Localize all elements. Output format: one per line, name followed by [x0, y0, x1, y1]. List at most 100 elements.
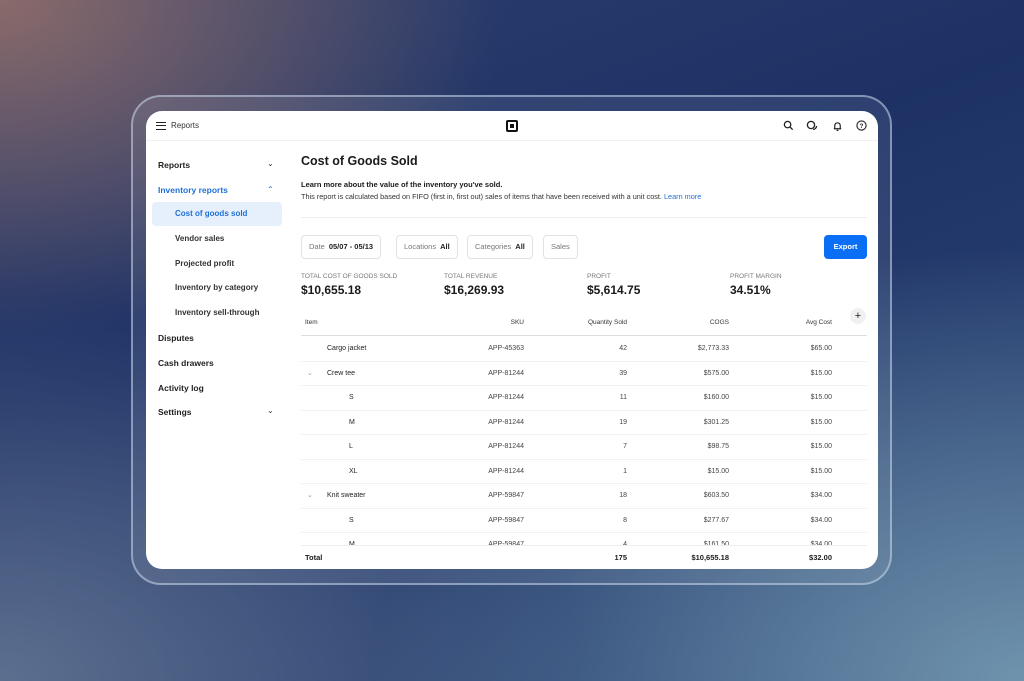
app-window: Reports ? Reports ⌄ Inventory reports ⌃ …: [146, 111, 878, 569]
cell-sku: APP-59847: [488, 492, 524, 499]
stat-value: $10,655.18: [301, 283, 362, 297]
chevron-down-icon[interactable]: ⌄: [307, 492, 313, 499]
sales-filter[interactable]: Sales: [543, 235, 578, 259]
cell-sku: APP-81244: [488, 369, 524, 377]
sidebar-item-cash-drawers[interactable]: Cash drawers: [158, 358, 214, 368]
cell-item: M: [349, 541, 355, 545]
sidebar-item-vendor-sales[interactable]: Vendor sales: [175, 234, 225, 243]
cell-qty: 42: [619, 345, 627, 352]
filter-label: Date: [309, 242, 325, 251]
filter-value: All: [515, 242, 525, 251]
table-row[interactable]: ⌄ Knit sweater APP-59847 18 $603.50 $34.00: [301, 484, 867, 509]
header-sku[interactable]: SKU: [510, 319, 524, 326]
sidebar-item-projected-profit[interactable]: Projected profit: [175, 259, 235, 268]
header-item[interactable]: Item: [305, 319, 318, 326]
cell-sku: APP-81244: [488, 418, 524, 426]
chevron-down-icon[interactable]: ⌄: [267, 159, 274, 168]
export-button[interactable]: Export: [824, 235, 867, 259]
header-cogs[interactable]: COGS: [709, 319, 729, 326]
date-filter[interactable]: Date 05/07 - 05/13: [301, 235, 382, 259]
chevron-down-icon[interactable]: ⌄: [307, 369, 313, 377]
sidebar-item-inventory-reports[interactable]: Inventory reports: [158, 185, 228, 195]
chat-icon[interactable]: [806, 120, 818, 132]
top-bar: Reports ?: [146, 111, 878, 141]
sidebar-item-inventory-sell-through[interactable]: Inventory sell-through: [175, 308, 260, 317]
description-text: This report is calculated based on FIFO …: [301, 192, 662, 201]
categories-filter[interactable]: Categories All: [467, 235, 533, 259]
table-row[interactable]: M APP-59847 4 $161.50 $34.00: [301, 533, 867, 545]
cell-item: Crew tee: [327, 369, 356, 377]
chevron-down-icon[interactable]: ⌄: [267, 406, 274, 415]
page-title: Cost of Goods Sold: [301, 154, 418, 168]
learn-more-link[interactable]: Learn more: [663, 192, 702, 201]
cell-qty: 11: [619, 394, 627, 401]
cell-avg: $15.00: [810, 418, 832, 426]
stat-total-cogs: TOTAL COST OF GOODS SOLD $10,655.18: [301, 273, 397, 297]
cell-cogs: $575.00: [703, 369, 729, 377]
stat-profit: PROFIT $5,614.75: [587, 273, 640, 297]
table-row[interactable]: Cargo jacket APP-45363 42 $2,773.33 $65.00: [301, 337, 867, 362]
add-column-button[interactable]: +: [850, 308, 866, 324]
table-body: Cargo jacket APP-45363 42 $2,773.33 $65.00 ⌄ C…: [301, 337, 867, 545]
table-row[interactable]: XL APP-81244 1 $15.00 $15.00: [301, 460, 867, 484]
sidebar-item-inventory-by-category[interactable]: Inventory by category: [175, 283, 259, 292]
cell-qty: 8: [623, 516, 627, 524]
table-header: Item SKU Quantity Sold COGS Avg Cost +: [301, 308, 867, 336]
divider: [301, 217, 867, 218]
sidebar-item-disputes[interactable]: Disputes: [158, 333, 194, 343]
cell-item: Cargo jacket: [327, 345, 367, 352]
cell-item: Knit sweater: [327, 492, 366, 499]
sidebar-item-reports[interactable]: Reports: [158, 160, 191, 170]
cell-avg: $15.00: [810, 369, 832, 377]
cell-avg: $15.00: [810, 443, 832, 450]
cell-qty: 18: [619, 492, 627, 499]
cell-cogs: $161.50: [703, 541, 729, 545]
total-qty: 175: [614, 553, 627, 562]
table-row[interactable]: S APP-81244 11 $160.00 $15.00: [301, 386, 867, 411]
cell-sku: APP-59847: [488, 541, 524, 545]
table-row[interactable]: ⌄ Crew tee APP-81244 39 $575.00 $15.00: [301, 362, 867, 386]
app-title: Reports: [171, 121, 200, 130]
table-row[interactable]: L APP-81244 7 $98.75 $15.00: [301, 435, 867, 460]
header-avg-cost[interactable]: Avg Cost: [805, 319, 832, 326]
cell-sku: APP-81244: [488, 467, 524, 475]
page-lead: Learn more about the value of the invent…: [301, 180, 503, 189]
table-row[interactable]: M APP-81244 19 $301.25 $15.00: [301, 411, 867, 435]
total-cogs: $10,655.18: [691, 553, 729, 562]
sidebar-item-activity-log[interactable]: Activity log: [158, 383, 204, 393]
total-label: Total: [305, 553, 323, 562]
cell-sku: APP-81244: [488, 443, 524, 450]
cell-qty: 19: [619, 418, 627, 426]
table-row[interactable]: S APP-59847 8 $277.67 $34.00: [301, 509, 867, 533]
stat-label: TOTAL COST OF GOODS SOLD: [301, 273, 398, 280]
cell-item: L: [349, 443, 353, 450]
help-icon[interactable]: ?: [855, 120, 867, 132]
header-quantity-sold[interactable]: Quantity Sold: [587, 319, 627, 326]
cell-item: M: [349, 418, 355, 426]
cell-avg: $15.00: [810, 467, 832, 475]
stat-profit-margin: PROFIT MARGIN 34.51%: [730, 273, 782, 297]
filter-label: Locations: [404, 242, 437, 251]
stat-value: $5,614.75: [587, 283, 641, 297]
stat-label: PROFIT: [587, 273, 611, 280]
bell-icon[interactable]: [831, 120, 843, 132]
cell-avg: $65.00: [810, 345, 832, 352]
cell-avg: $15.00: [810, 394, 832, 401]
stat-value: $16,269.93: [444, 283, 505, 297]
search-icon[interactable]: [782, 120, 794, 132]
square-logo-icon[interactable]: [506, 120, 518, 132]
hamburger-menu-icon[interactable]: [156, 122, 166, 130]
cell-qty: 7: [623, 443, 627, 450]
filter-label: Categories: [475, 242, 512, 251]
page-description: This report is calculated based on FIFO …: [301, 192, 701, 201]
sidebar-item-settings[interactable]: Settings: [158, 407, 192, 417]
sidebar-item-cost-of-goods-sold[interactable]: Cost of goods sold: [152, 202, 282, 226]
cell-item: XL: [349, 467, 358, 475]
cell-cogs: $160.00: [703, 394, 729, 401]
cell-qty: 39: [619, 369, 627, 377]
cell-sku: APP-45363: [488, 345, 524, 352]
stat-label: PROFIT MARGIN: [730, 273, 782, 280]
chevron-up-icon[interactable]: ⌃: [267, 185, 274, 194]
locations-filter[interactable]: Locations All: [396, 235, 458, 259]
cell-cogs: $98.75: [707, 443, 729, 450]
